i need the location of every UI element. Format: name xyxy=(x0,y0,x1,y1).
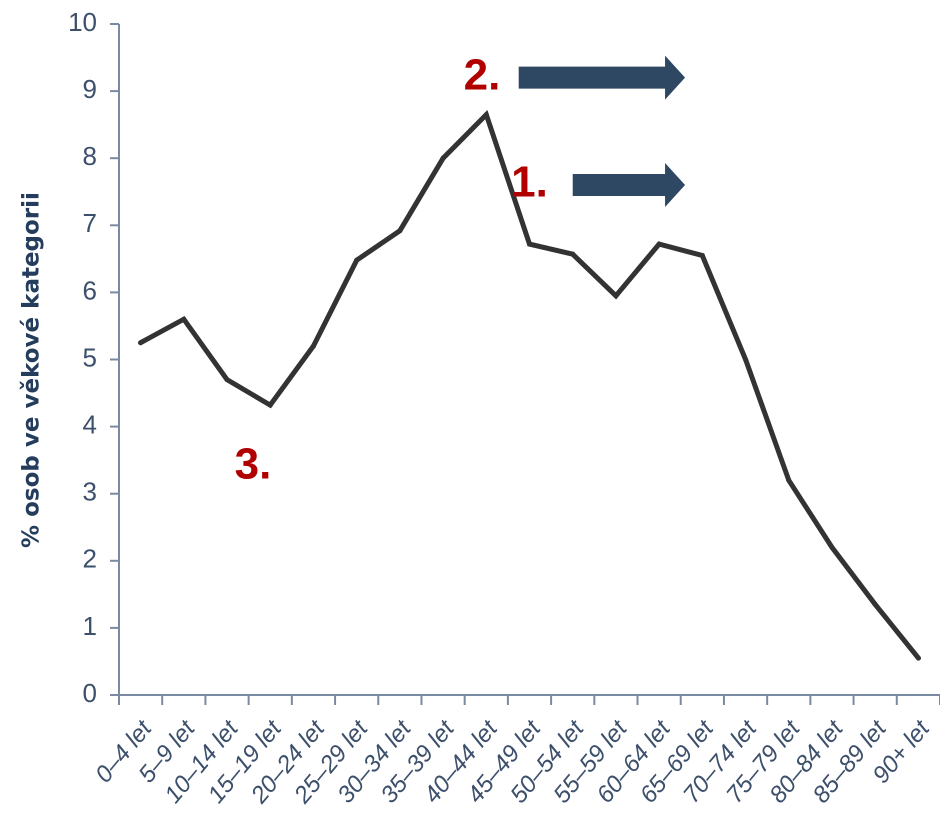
annotation-label: 2. xyxy=(464,50,501,99)
data-point xyxy=(743,357,749,362)
y-tick-label: 1 xyxy=(83,611,97,641)
annotation-arrow xyxy=(572,163,686,208)
data-point xyxy=(224,377,230,383)
data-point xyxy=(656,241,662,247)
y-tick-label: 6 xyxy=(83,275,97,305)
data-point xyxy=(354,257,360,263)
data-point xyxy=(138,340,144,346)
data-point xyxy=(786,477,792,483)
data-point xyxy=(527,241,532,247)
annotation-arrow xyxy=(518,55,686,100)
data-point xyxy=(915,655,921,661)
data-point xyxy=(181,316,187,322)
y-tick-label: 4 xyxy=(83,409,97,439)
data-point xyxy=(483,112,489,118)
data-point xyxy=(699,252,705,258)
y-tick-label: 0 xyxy=(83,678,97,708)
data-point xyxy=(570,251,576,257)
data-point xyxy=(440,155,446,161)
y-tick-label: 3 xyxy=(83,477,97,507)
y-tick-label: 10 xyxy=(68,7,97,37)
y-tick-label: 8 xyxy=(83,141,97,171)
data-point xyxy=(310,343,316,349)
y-axis-title-group: % osob ve věkové kategorii xyxy=(19,192,45,548)
annotation-label: 3. xyxy=(235,439,272,488)
y-tick-label: 9 xyxy=(83,74,97,104)
y-axis: 0 1 2 3 4 5 6 7 8 9 10 xyxy=(68,7,120,708)
series-layer xyxy=(138,109,921,661)
y-axis-title: % osob ve věkové kategorii xyxy=(19,192,45,548)
data-point xyxy=(397,228,403,234)
data-point xyxy=(872,601,878,607)
annotation-label: 1. xyxy=(511,158,548,207)
y-tick-label: 2 xyxy=(83,544,97,574)
y-tick-label: 5 xyxy=(83,342,97,372)
data-point xyxy=(267,402,273,408)
data-point xyxy=(829,544,835,550)
annotations-layer: 1. 2. 3. xyxy=(235,50,686,488)
y-tick-label: 7 xyxy=(83,208,97,238)
data-point xyxy=(613,293,619,299)
